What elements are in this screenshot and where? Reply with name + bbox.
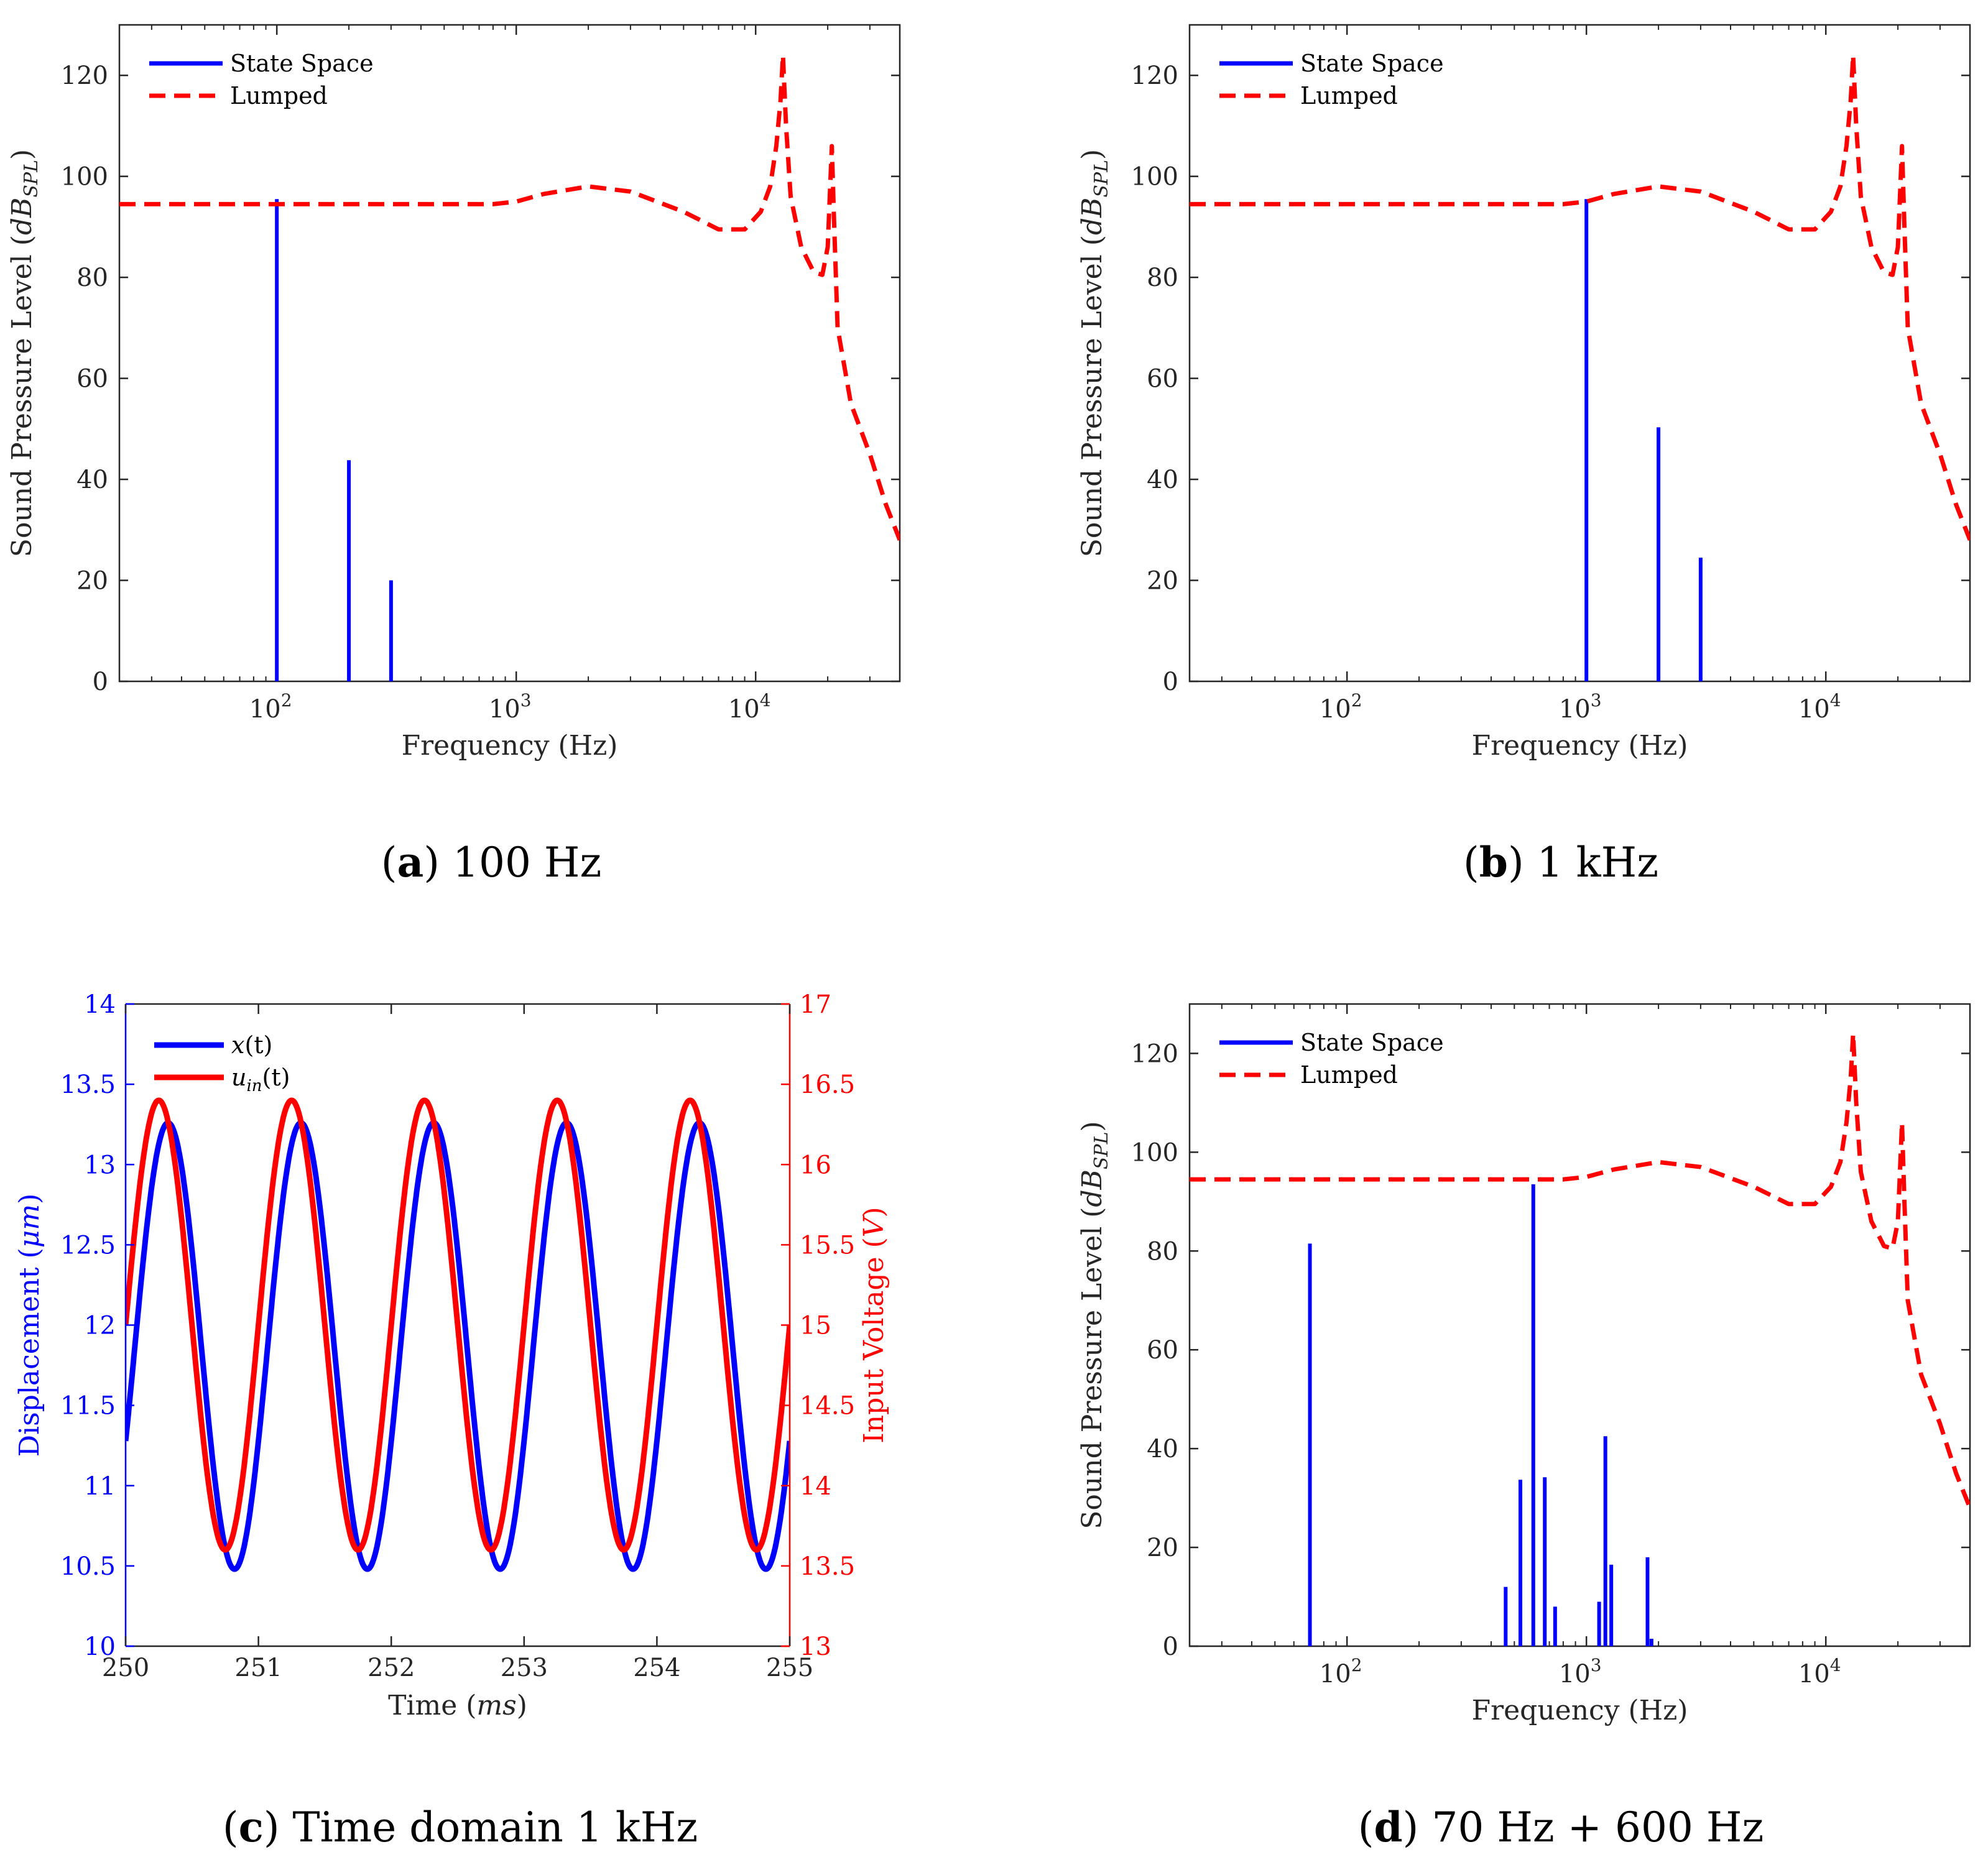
y-tick-label: 120 [1131,62,1178,90]
y-tick-label: 120 [1131,1039,1178,1068]
y-left-tick-label: 13 [84,1151,116,1179]
lumped-line [119,53,900,541]
data-layer [1190,53,1970,681]
y-left-tick-label: 10 [84,1633,116,1661]
legend-label: State Space [230,50,374,77]
y-right-tick-label: 17 [800,990,831,1019]
caption-a: (a) 100 Hz [381,838,602,887]
y-tick-label: 0 [1163,668,1178,696]
lumped-line [1190,53,1970,541]
plot-frame [1188,24,1971,683]
y-right-tick-label: 13 [800,1633,831,1661]
legend-label: Lumped [230,82,328,109]
y-tick-label: 0 [93,668,108,696]
caption-c: (c) Time domain 1 kHz [223,1803,698,1851]
y-tick-label: 120 [61,62,108,90]
x-tick-label: 253 [501,1654,548,1682]
spectrum-panel-a: 0 20 40 60 80 100 120 102 103 104 Frequency (Hz) So… [6,24,901,762]
y-axis-label: Sound Pressure Level (dBSPL) [6,149,42,557]
x-axis-label: Frequency (Hz) [1472,730,1688,762]
y-tick-label: 0 [1163,1633,1178,1661]
displacement-line [126,1120,790,1572]
x-tick-label: 103 [1559,1655,1602,1688]
y-tick-label: 80 [76,264,108,292]
x-axis-label: Time (ms) [388,1690,527,1721]
y-right-tick-label: 14.5 [800,1392,855,1421]
y-left-axis-label: Displacement (μm) [14,1194,45,1457]
x-tick-label: 102 [249,690,292,724]
y-tick-label: 40 [1147,466,1178,494]
y-right-tick-label: 15 [800,1312,831,1340]
y-left-tick-label: 10.5 [60,1552,116,1581]
x-tick-label: 104 [728,690,771,724]
y-axis-label: Sound Pressure Level (dBSPL) [1076,1121,1112,1529]
legend-label: Lumped [1300,1061,1398,1089]
x-tick-label: 103 [1559,690,1602,724]
data-layer [1190,1031,1970,1646]
y-tick-label: 60 [1147,1336,1178,1365]
y-axis-label: Sound Pressure Level (dBSPL) [1076,149,1112,557]
x-tick-label: 103 [489,690,532,724]
legend-label: State Space [1300,1029,1444,1056]
x-tick-label: 104 [1798,690,1841,724]
y-right-tick-label: 14 [800,1472,831,1501]
input-voltage-line [126,1097,790,1553]
y-right-tick-label: 16.5 [800,1071,855,1099]
lumped-line [1190,1031,1970,1509]
x-tick-label: 251 [234,1654,282,1682]
y-left-tick-label: 13.5 [60,1071,116,1099]
y-left-tick-label: 11 [84,1472,116,1501]
x-tick-label: 254 [633,1654,680,1682]
x-axis-label: Frequency (Hz) [402,730,618,762]
y-left-tick-label: 14 [84,990,116,1019]
legend-label: Lumped [1300,82,1398,109]
y-left-tick-label: 12.5 [60,1231,116,1260]
y-tick-label: 100 [61,163,108,191]
x-tick-label: 255 [766,1654,813,1682]
y-tick-label: 100 [1131,163,1178,191]
y-tick-label: 20 [1147,567,1178,596]
x-tick-label: 252 [368,1654,415,1682]
y-left-tick-label: 11.5 [60,1392,116,1421]
x-tick-label: 104 [1798,1655,1841,1688]
data-layer [126,1097,790,1572]
y-tick-label: 20 [1147,1534,1178,1562]
y-tick-label: 60 [1147,365,1178,394]
data-layer [119,53,900,681]
y-tick-label: 20 [76,567,108,596]
time-domain-panel-c: 250 251 252 253 254 255 10 10.5 11 11.5 12 12.5 13 13… [14,990,890,1721]
legend-label: uin(t) [231,1064,290,1095]
x-tick-label: 102 [1320,690,1362,724]
y-left-tick-label: 12 [84,1312,116,1340]
y-right-tick-label: 15.5 [800,1231,855,1260]
spectrum-panel-d: 0 20 40 60 80 100 120 102 103 104 Frequency (Hz) So… [1076,1003,1971,1726]
y-tick-label: 40 [76,466,108,494]
y-tick-label: 40 [1147,1435,1178,1463]
spectrum-panel-b: 0 20 40 60 80 100 120 102 103 104 Frequency (Hz) So… [1076,24,1971,762]
x-axis-label: Frequency (Hz) [1472,1695,1688,1726]
y-right-axis-label: Input Voltage (V) [858,1207,890,1443]
plot-frame [1188,1003,1971,1647]
caption-d: (d) 70 Hz + 600 Hz [1358,1803,1764,1851]
y-right-tick-label: 16 [800,1151,831,1179]
x-tick-label: 250 [102,1654,149,1682]
legend-label: State Space [1300,50,1444,77]
plot-frame [118,24,901,683]
y-tick-label: 60 [76,365,108,394]
legend-label: x(t) [231,1031,272,1059]
y-right-tick-label: 13.5 [800,1552,855,1581]
caption-b: (b) 1 kHz [1463,838,1658,887]
y-tick-label: 100 [1131,1138,1178,1167]
y-tick-label: 80 [1147,264,1178,292]
y-tick-label: 80 [1147,1237,1178,1266]
x-tick-label: 102 [1320,1655,1362,1688]
